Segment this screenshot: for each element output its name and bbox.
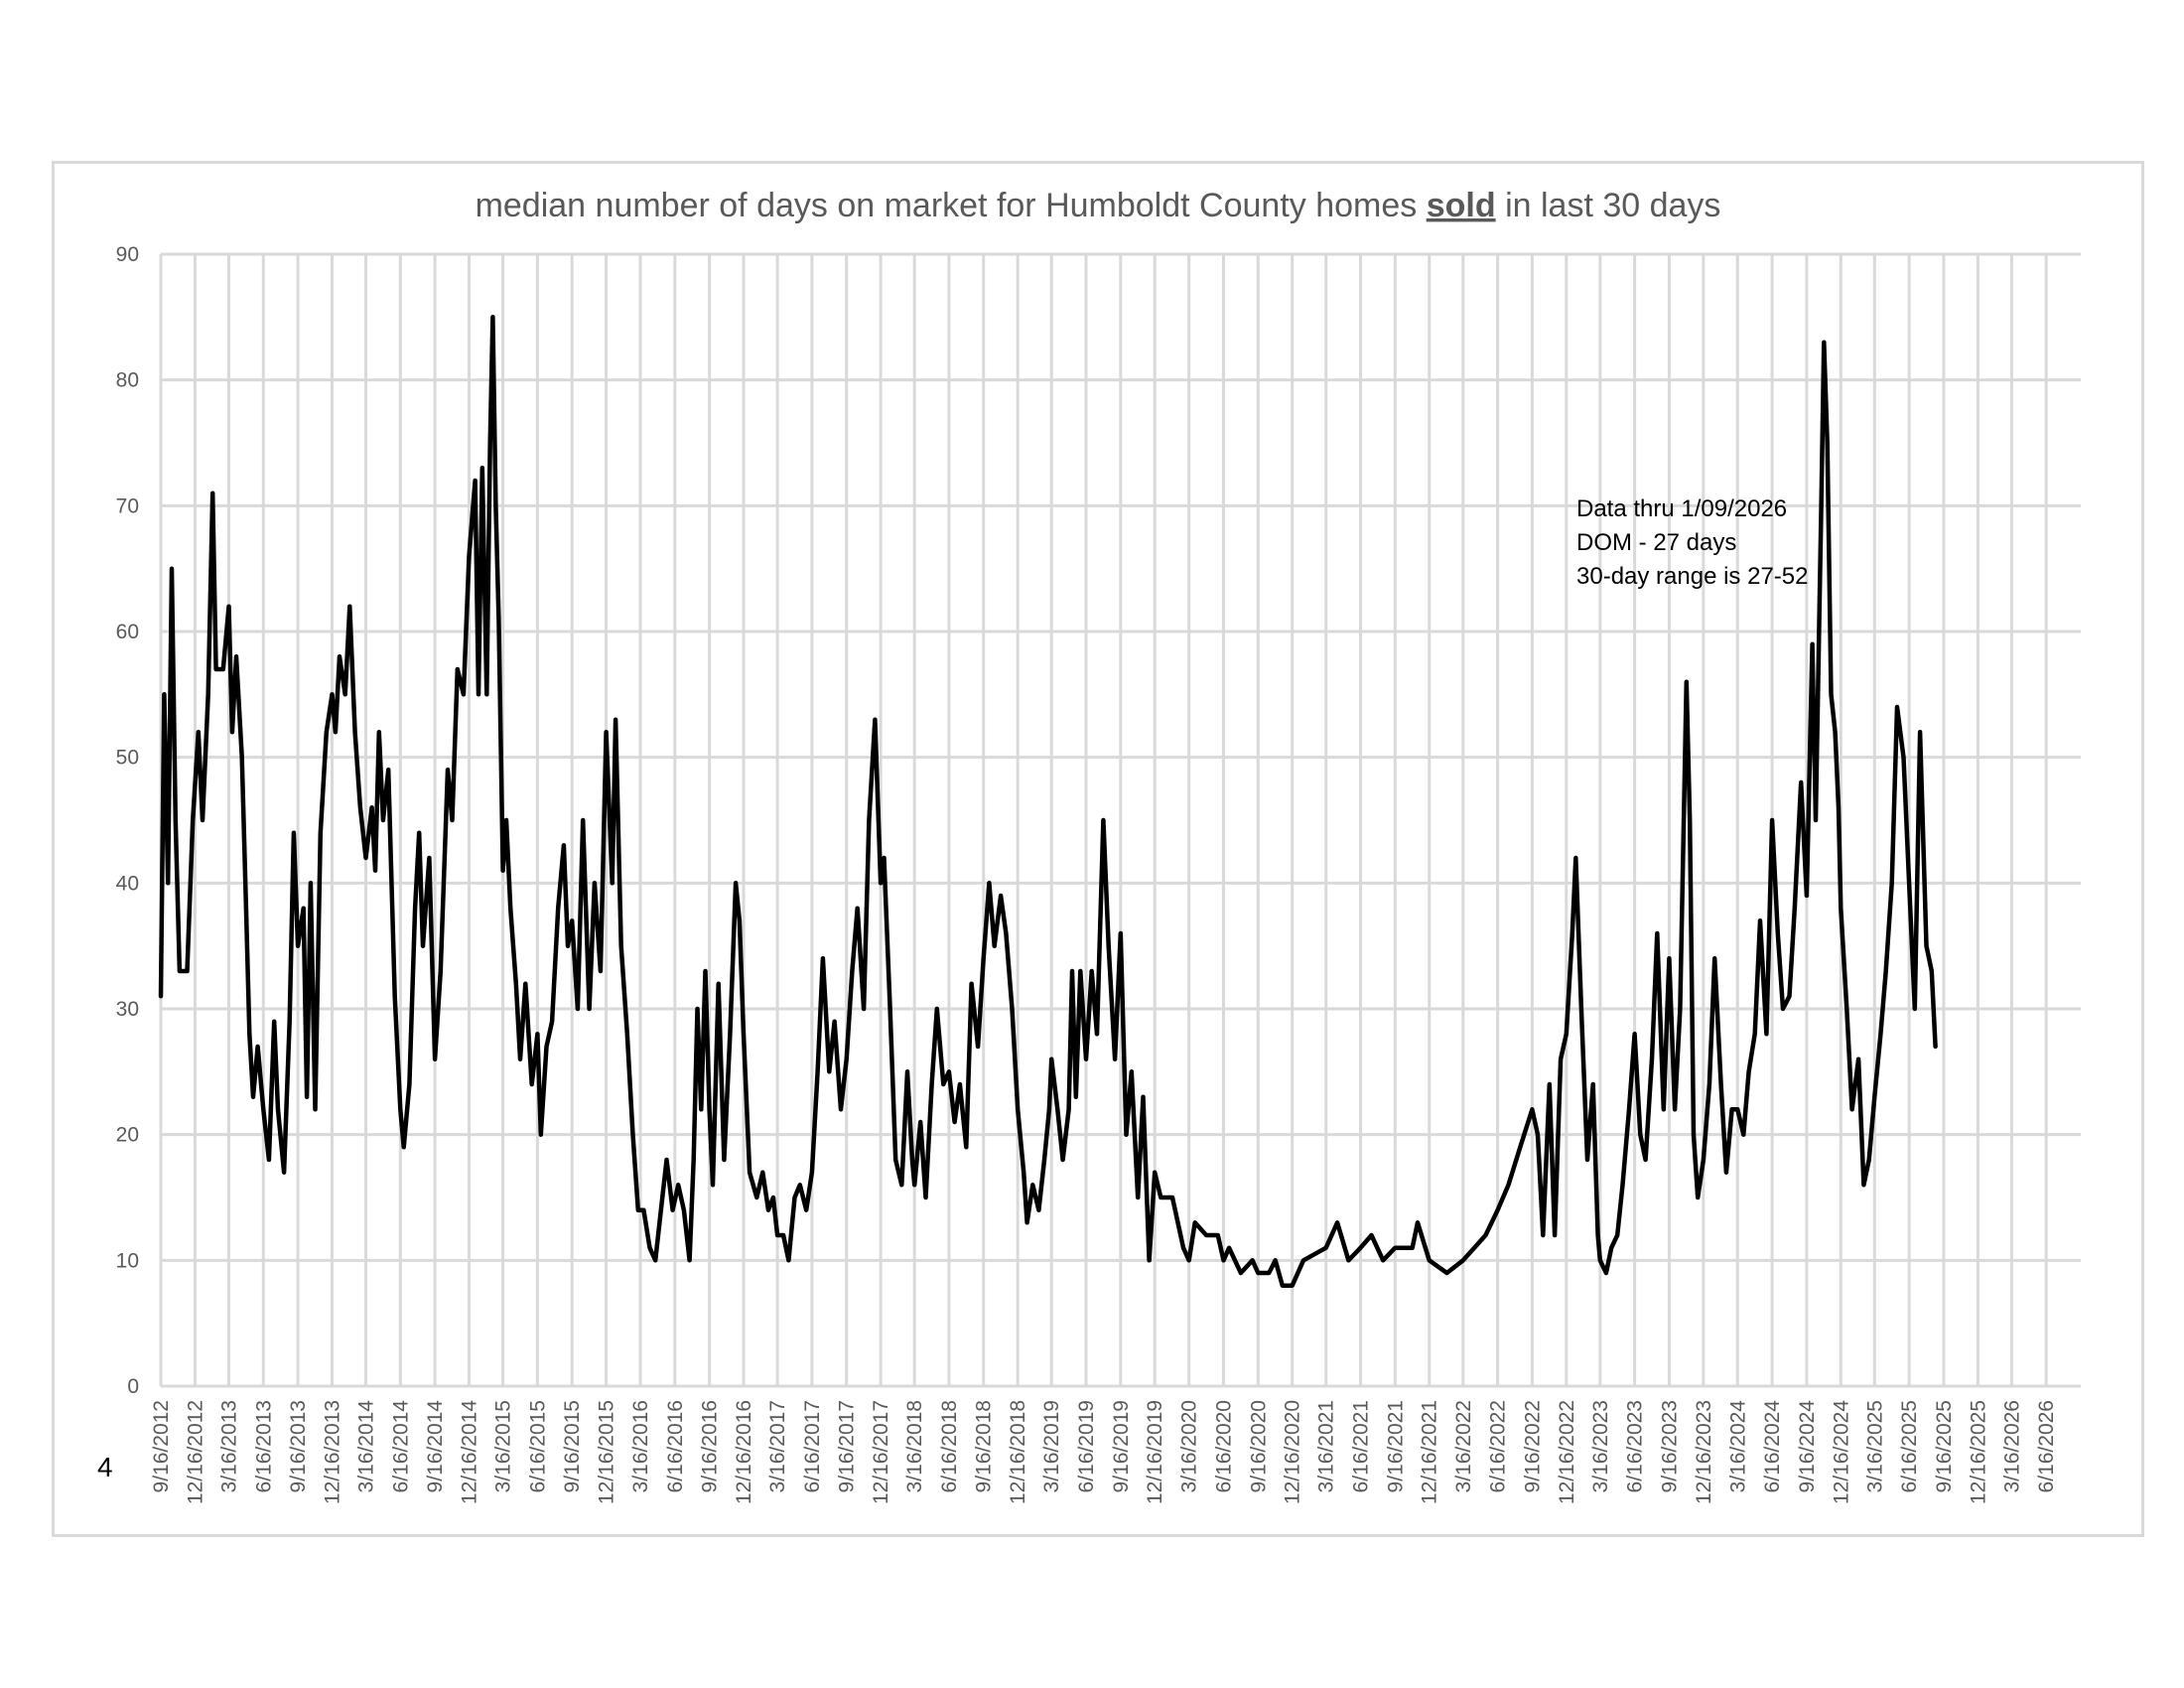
x-tick-label: 6/16/2020: [1212, 1400, 1235, 1492]
x-tick-label: 6/16/2018: [938, 1400, 961, 1492]
x-tick-label: 12/16/2012: [184, 1400, 206, 1504]
x-tick-label: 9/16/2012: [150, 1400, 173, 1492]
x-tick-label: 9/16/2021: [1384, 1400, 1407, 1492]
y-tick-label: 80: [116, 369, 139, 392]
y-tick-label: 40: [116, 872, 139, 895]
x-tick-label: 12/16/2015: [596, 1400, 618, 1504]
x-tick-label: 6/16/2026: [2035, 1400, 2058, 1492]
x-tick-label: 12/16/2021: [1419, 1400, 1441, 1504]
x-axis-tick-labels: 9/16/2012 12/16/2012 3/16/2013 6/16/2013 9/1…: [150, 1400, 2058, 1504]
page-number: 4: [97, 1452, 113, 1482]
y-axis-tick-labels: 0 10 20 30 40 50 60 70 80 90: [116, 243, 139, 1398]
x-tick-label: 9/16/2016: [699, 1400, 722, 1492]
x-tick-label: 3/16/2022: [1452, 1400, 1475, 1492]
x-tick-label: 3/16/2015: [492, 1400, 515, 1492]
x-tick-label: 9/16/2017: [836, 1400, 859, 1492]
x-tick-label: 3/16/2020: [1178, 1400, 1201, 1492]
x-tick-label: 3/16/2023: [1589, 1400, 1612, 1492]
x-tick-label: 9/16/2019: [1110, 1400, 1133, 1492]
x-tick-label: 9/16/2022: [1521, 1400, 1544, 1492]
x-tick-label: 6/16/2013: [252, 1400, 275, 1492]
chart-title-before: median number of days on market for Humb…: [476, 187, 1427, 224]
annotation-line: Data thru 1/09/2026: [1576, 495, 1787, 522]
y-tick-label: 10: [116, 1249, 139, 1272]
x-tick-label: 6/16/2017: [801, 1400, 824, 1492]
x-tick-label: 9/16/2018: [973, 1400, 996, 1492]
x-tick-label: 3/16/2016: [629, 1400, 652, 1492]
chart-title-emphasis: sold: [1427, 187, 1496, 224]
y-tick-label: 50: [116, 747, 139, 770]
y-tick-label: 60: [116, 621, 139, 643]
x-tick-label: 12/16/2017: [870, 1400, 892, 1504]
x-tick-label: 3/16/2018: [903, 1400, 926, 1492]
y-tick-label: 30: [116, 998, 139, 1021]
x-tick-label: 3/16/2026: [2000, 1400, 2023, 1492]
x-tick-label: 12/16/2023: [1693, 1400, 1715, 1504]
x-tick-label: 9/16/2025: [1933, 1400, 1956, 1492]
x-tick-label: 9/16/2014: [424, 1400, 447, 1493]
y-tick-label: 70: [116, 494, 139, 517]
dom-series-line: [158, 315, 1938, 1288]
x-tick-label: 6/16/2019: [1075, 1400, 1098, 1492]
x-tick-label: 6/16/2025: [1898, 1400, 1921, 1492]
x-tick-label: 12/16/2025: [1967, 1400, 1989, 1504]
x-tick-label: 3/16/2025: [1863, 1400, 1886, 1492]
x-tick-label: 9/16/2020: [1247, 1400, 1270, 1492]
y-tick-label: 20: [116, 1124, 139, 1147]
x-tick-label: 3/16/2021: [1315, 1400, 1338, 1492]
chart-title-after: in last 30 days: [1496, 187, 1721, 224]
x-tick-label: 3/16/2017: [766, 1400, 789, 1492]
x-tick-label: 6/16/2021: [1350, 1400, 1373, 1492]
x-tick-label: 6/16/2016: [664, 1400, 687, 1492]
x-tick-label: 9/16/2013: [287, 1400, 310, 1492]
annotation-line: 30-day range is 27-52: [1576, 563, 1808, 590]
x-tick-label: 9/16/2024: [1796, 1400, 1819, 1493]
x-tick-label: 12/16/2016: [733, 1400, 755, 1504]
x-tick-label: 3/16/2019: [1040, 1400, 1063, 1492]
x-tick-label: 12/16/2013: [321, 1400, 343, 1504]
x-tick-label: 12/16/2014: [459, 1400, 481, 1504]
x-tick-label: 3/16/2013: [217, 1400, 240, 1492]
x-tick-label: 3/16/2014: [355, 1400, 378, 1493]
x-tick-label: 9/16/2023: [1658, 1400, 1681, 1492]
x-tick-label: 6/16/2014: [389, 1400, 412, 1493]
x-tick-label: 6/16/2022: [1487, 1400, 1510, 1492]
series-layer: [158, 315, 1938, 1288]
x-tick-label: 12/16/2020: [1282, 1400, 1304, 1504]
chart-title: median number of days on market for Humb…: [476, 187, 1721, 224]
x-tick-label: 6/16/2015: [526, 1400, 549, 1492]
x-tick-label: 9/16/2015: [561, 1400, 584, 1492]
gridlines: [159, 252, 2081, 1388]
x-tick-label: 12/16/2024: [1830, 1400, 1852, 1504]
y-tick-label: 90: [116, 243, 139, 266]
x-tick-label: 12/16/2019: [1144, 1400, 1166, 1504]
x-tick-label: 6/16/2024: [1761, 1400, 1784, 1493]
x-tick-label: 3/16/2024: [1726, 1400, 1749, 1493]
x-tick-label: 6/16/2023: [1624, 1400, 1647, 1492]
data-annotation: Data thru 1/09/2026 DOM - 27 days 30-day r…: [1576, 495, 1808, 590]
x-tick-label: 12/16/2022: [1556, 1400, 1578, 1504]
y-tick-label: 0: [127, 1375, 139, 1398]
x-tick-label: 12/16/2018: [1007, 1400, 1029, 1504]
annotation-line: DOM - 27 days: [1576, 529, 1736, 556]
